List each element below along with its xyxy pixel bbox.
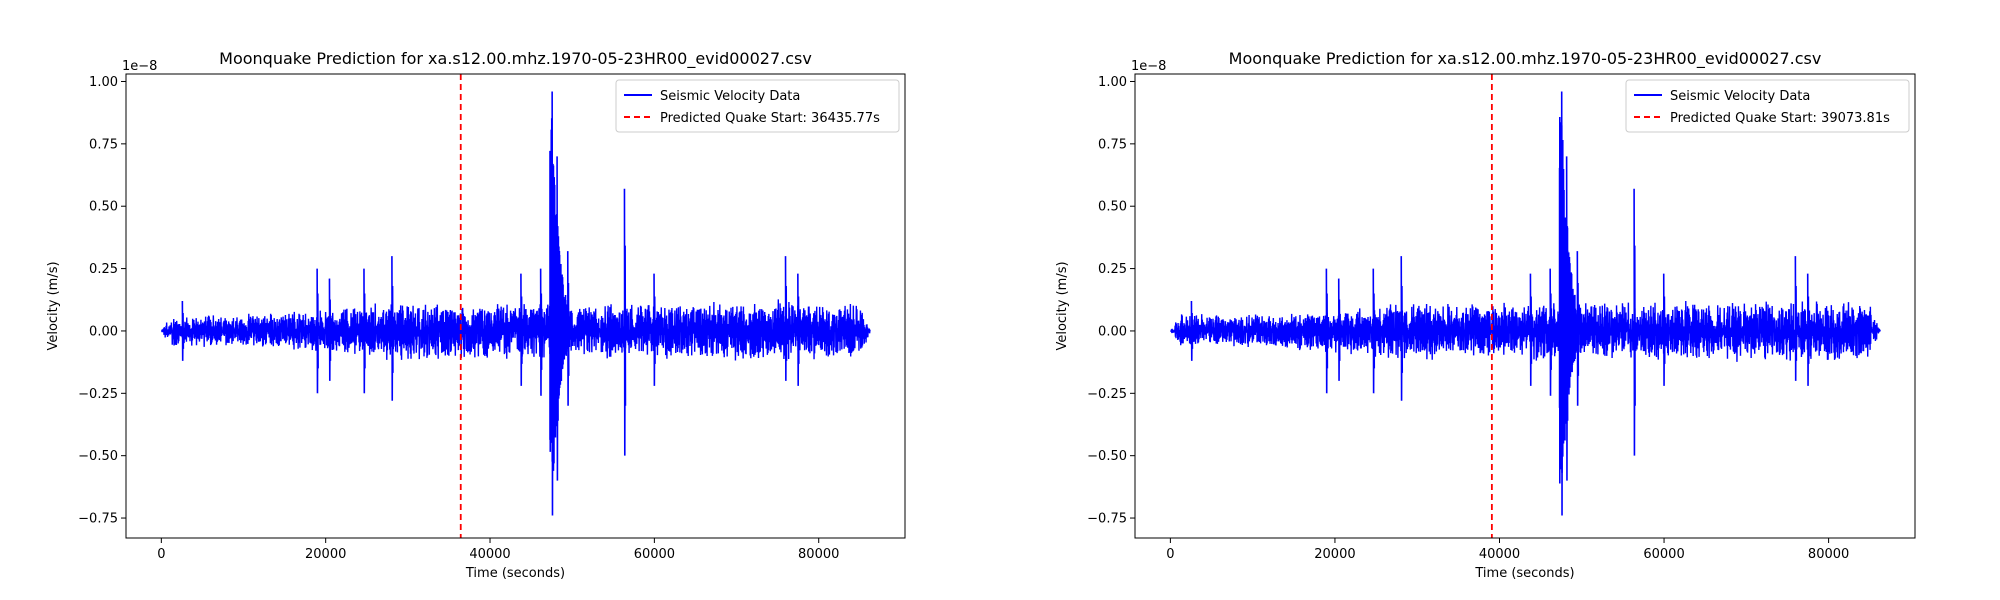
seismic-spike-13 [1794, 256, 1798, 381]
y-tick-label: −0.75 [1087, 512, 1127, 527]
legend-box [1625, 79, 1910, 133]
chart-title: Moonquake Prediction for xa.s12.00.mhz.1… [1229, 49, 1822, 69]
seismic-spike-5 [1400, 256, 1404, 401]
seismic-velocity-trace [1170, 300, 1881, 362]
seismic-velocity-trace [161, 299, 871, 361]
x-tick-label: 0 [157, 547, 165, 562]
y-tick-label: −0.25 [78, 387, 118, 402]
x-tick-label: 40000 [469, 547, 510, 562]
y-tick-label: 1.00 [1098, 75, 1127, 90]
seismic-burst [1558, 117, 1580, 484]
y-axis-label: Velocity (m/s) [1055, 261, 1070, 350]
seismic-spike-3 [1337, 278, 1341, 381]
seismic-spike-12 [1662, 273, 1666, 386]
y-offset-text: 1e−8 [122, 59, 157, 74]
seismic-spike-12 [653, 273, 656, 386]
y-tick-label: −0.25 [1087, 387, 1127, 402]
seismic-spike-13 [784, 256, 788, 381]
y-tick-label: 0.75 [89, 137, 118, 152]
seismic-spike-2 [316, 268, 319, 394]
legend: Seismic Velocity Data Predicted Quake Sta… [1625, 79, 1910, 133]
x-tick-label: 20000 [305, 547, 346, 562]
axes-frame [125, 73, 906, 539]
plot-area [161, 91, 871, 516]
y-tick-label: −0.50 [1087, 449, 1127, 464]
y-axis-label: Velocity (m/s) [46, 261, 61, 350]
y-tick-label: 0.50 [1098, 200, 1127, 215]
axes-frame [1134, 73, 1916, 539]
y-tick-label: 1.00 [89, 75, 118, 90]
seismic-spike-7 [539, 268, 543, 396]
x-axis-label: Time (seconds) [465, 566, 565, 581]
seismic-spike-14 [1806, 273, 1810, 386]
y-tick-label: 0.00 [1098, 324, 1127, 339]
seismic-spike-3 [328, 278, 332, 381]
chart-panel-2: Moonquake Prediction for xa.s12.00.mhz.1… [1055, 49, 1916, 581]
y-tick-label: 0.25 [89, 262, 118, 277]
seismic-burst [549, 118, 571, 471]
legend-label-seismic: Seismic Velocity Data [1670, 89, 1810, 104]
y-tick-label: 0.75 [1098, 137, 1127, 152]
legend: Seismic Velocity Data Predicted Quake Sta… [615, 79, 900, 133]
seismic-spike-4 [1372, 268, 1376, 394]
seismic-spike-11 [623, 188, 627, 456]
x-tick-label: 20000 [1314, 547, 1355, 562]
legend-label-predicted: Predicted Quake Start: 36435.77s [660, 111, 880, 126]
seismic-spike-6 [1529, 273, 1533, 386]
legend-box [615, 79, 900, 133]
seismic-spike-4 [363, 268, 366, 394]
seismic-spike-1 [1190, 301, 1194, 361]
chart-panel-1: Moonquake Prediction for xa.s12.00.mhz.1… [46, 49, 906, 581]
seismic-spike-2 [1325, 268, 1329, 394]
chart-title: Moonquake Prediction for xa.s12.00.mhz.1… [219, 49, 812, 69]
y-tick-label: −0.75 [78, 512, 118, 527]
y-tick-label: 0.50 [89, 200, 118, 215]
legend-label-predicted: Predicted Quake Start: 39073.81s [1670, 111, 1890, 126]
y-tick-label: 0.25 [1098, 262, 1127, 277]
seismic-spike-7 [1549, 268, 1552, 396]
legend-label-seismic: Seismic Velocity Data [660, 89, 800, 104]
x-tick-label: 80000 [798, 547, 839, 562]
seismic-spike-11 [1633, 188, 1636, 456]
seismic-spike-6 [520, 273, 523, 386]
x-tick-label: 60000 [634, 547, 675, 562]
y-offset-text: 1e−8 [1131, 59, 1166, 74]
seismic-spike-14 [797, 273, 800, 386]
y-tick-label: −0.50 [78, 449, 118, 464]
seismic-spike-5 [391, 256, 394, 401]
x-tick-label: 0 [1166, 547, 1174, 562]
plot-area [1170, 91, 1881, 516]
y-tick-label: 0.00 [89, 324, 118, 339]
x-tick-label: 40000 [1479, 547, 1520, 562]
x-axis-label: Time (seconds) [1474, 566, 1574, 581]
seismic-spike-1 [181, 301, 185, 361]
x-tick-label: 80000 [1808, 547, 1849, 562]
x-tick-label: 60000 [1643, 547, 1684, 562]
